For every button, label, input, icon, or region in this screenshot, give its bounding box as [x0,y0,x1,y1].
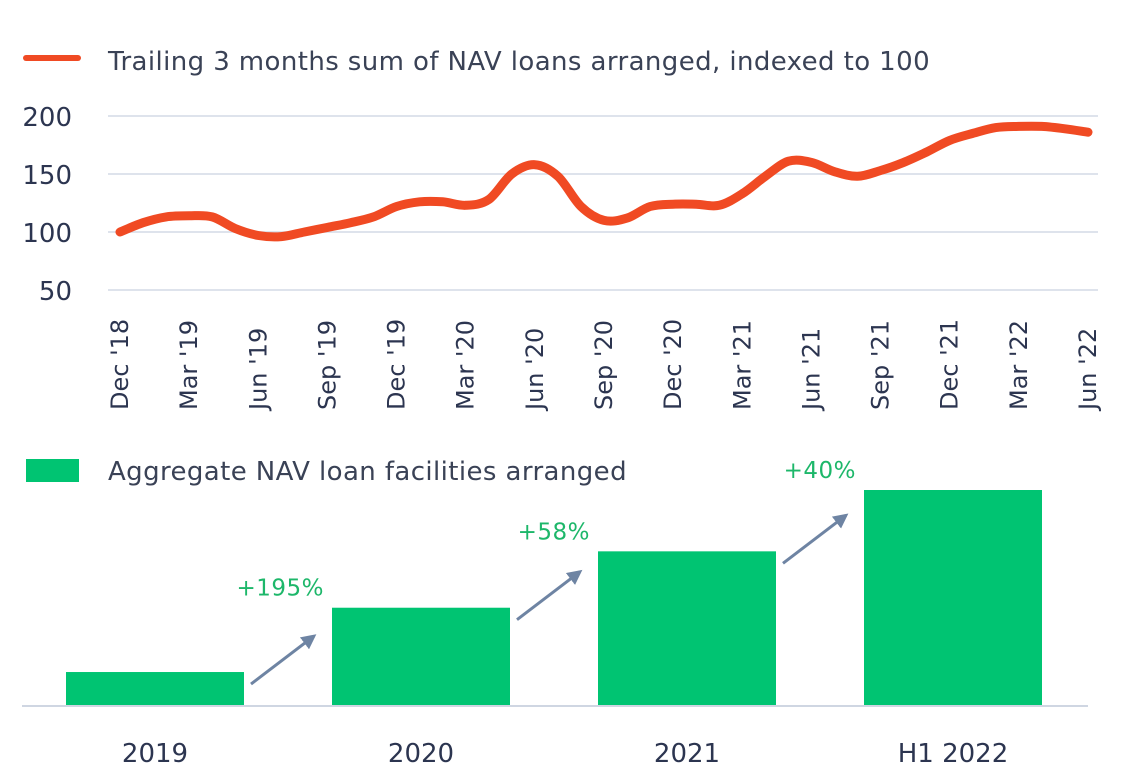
bar-legend-swatch [26,459,79,482]
x-tick-label: Jun '21 [797,328,825,412]
x-tick-label: Jun '20 [521,328,549,412]
x-tick-label: Mar '22 [1005,320,1033,410]
bar-category-label: 2020 [388,739,454,769]
x-tick-label: Mar '19 [175,320,203,410]
x-tick-label: Jun '19 [244,328,272,412]
x-tick-label: Mar '21 [728,320,756,410]
x-tick-label: Dec '18 [106,319,134,410]
x-tick-label: Mar '20 [452,320,480,410]
line-series-nav-loans [115,121,1093,242]
growth-label: +40% [784,458,856,484]
growth-label: +58% [518,519,590,545]
bar-2021 [598,551,776,705]
bar-legend-label: Aggregate NAV loan facilities arranged [108,457,627,487]
growth-label: +195% [236,576,324,602]
line-legend-label: Trailing 3 months sum of NAV loans arran… [107,47,930,77]
x-tick-label: Dec '20 [659,319,687,410]
x-tick-label: Jun '22 [1074,328,1102,412]
bar-2020 [332,607,510,705]
x-tick-label: Sep '21 [867,320,895,410]
y-tick-label: 50 [39,277,72,307]
bar-category-label: 2021 [654,739,720,769]
line-chart-y-axis: 200 150 100 50 [22,103,72,307]
y-tick-label: 100 [22,219,72,249]
growth-arrow [782,513,849,565]
bar-chart-bars: 2019 2020 2021 H1 2022 [22,490,1088,769]
bar-2019 [66,672,244,705]
line-chart-x-axis: Dec '18 Mar '19 Jun '19 Sep '19 Dec '19 Mar '… [106,319,1102,412]
bar-category-label: H1 2022 [898,739,1009,769]
growth-arrow [250,634,317,686]
y-tick-label: 150 [22,161,72,191]
bar-category-label: 2019 [122,739,188,769]
bar-h1-2022 [864,490,1042,705]
x-tick-label: Dec '21 [936,319,964,410]
line-chart-grid [108,115,1098,291]
bar-chart-growth-arrows: +195% +58% +40% [236,458,856,686]
growth-arrow [516,569,583,621]
x-tick-label: Sep '20 [590,320,618,410]
x-tick-label: Sep '19 [313,320,341,410]
x-tick-label: Dec '19 [383,319,411,410]
y-tick-label: 200 [22,103,72,133]
